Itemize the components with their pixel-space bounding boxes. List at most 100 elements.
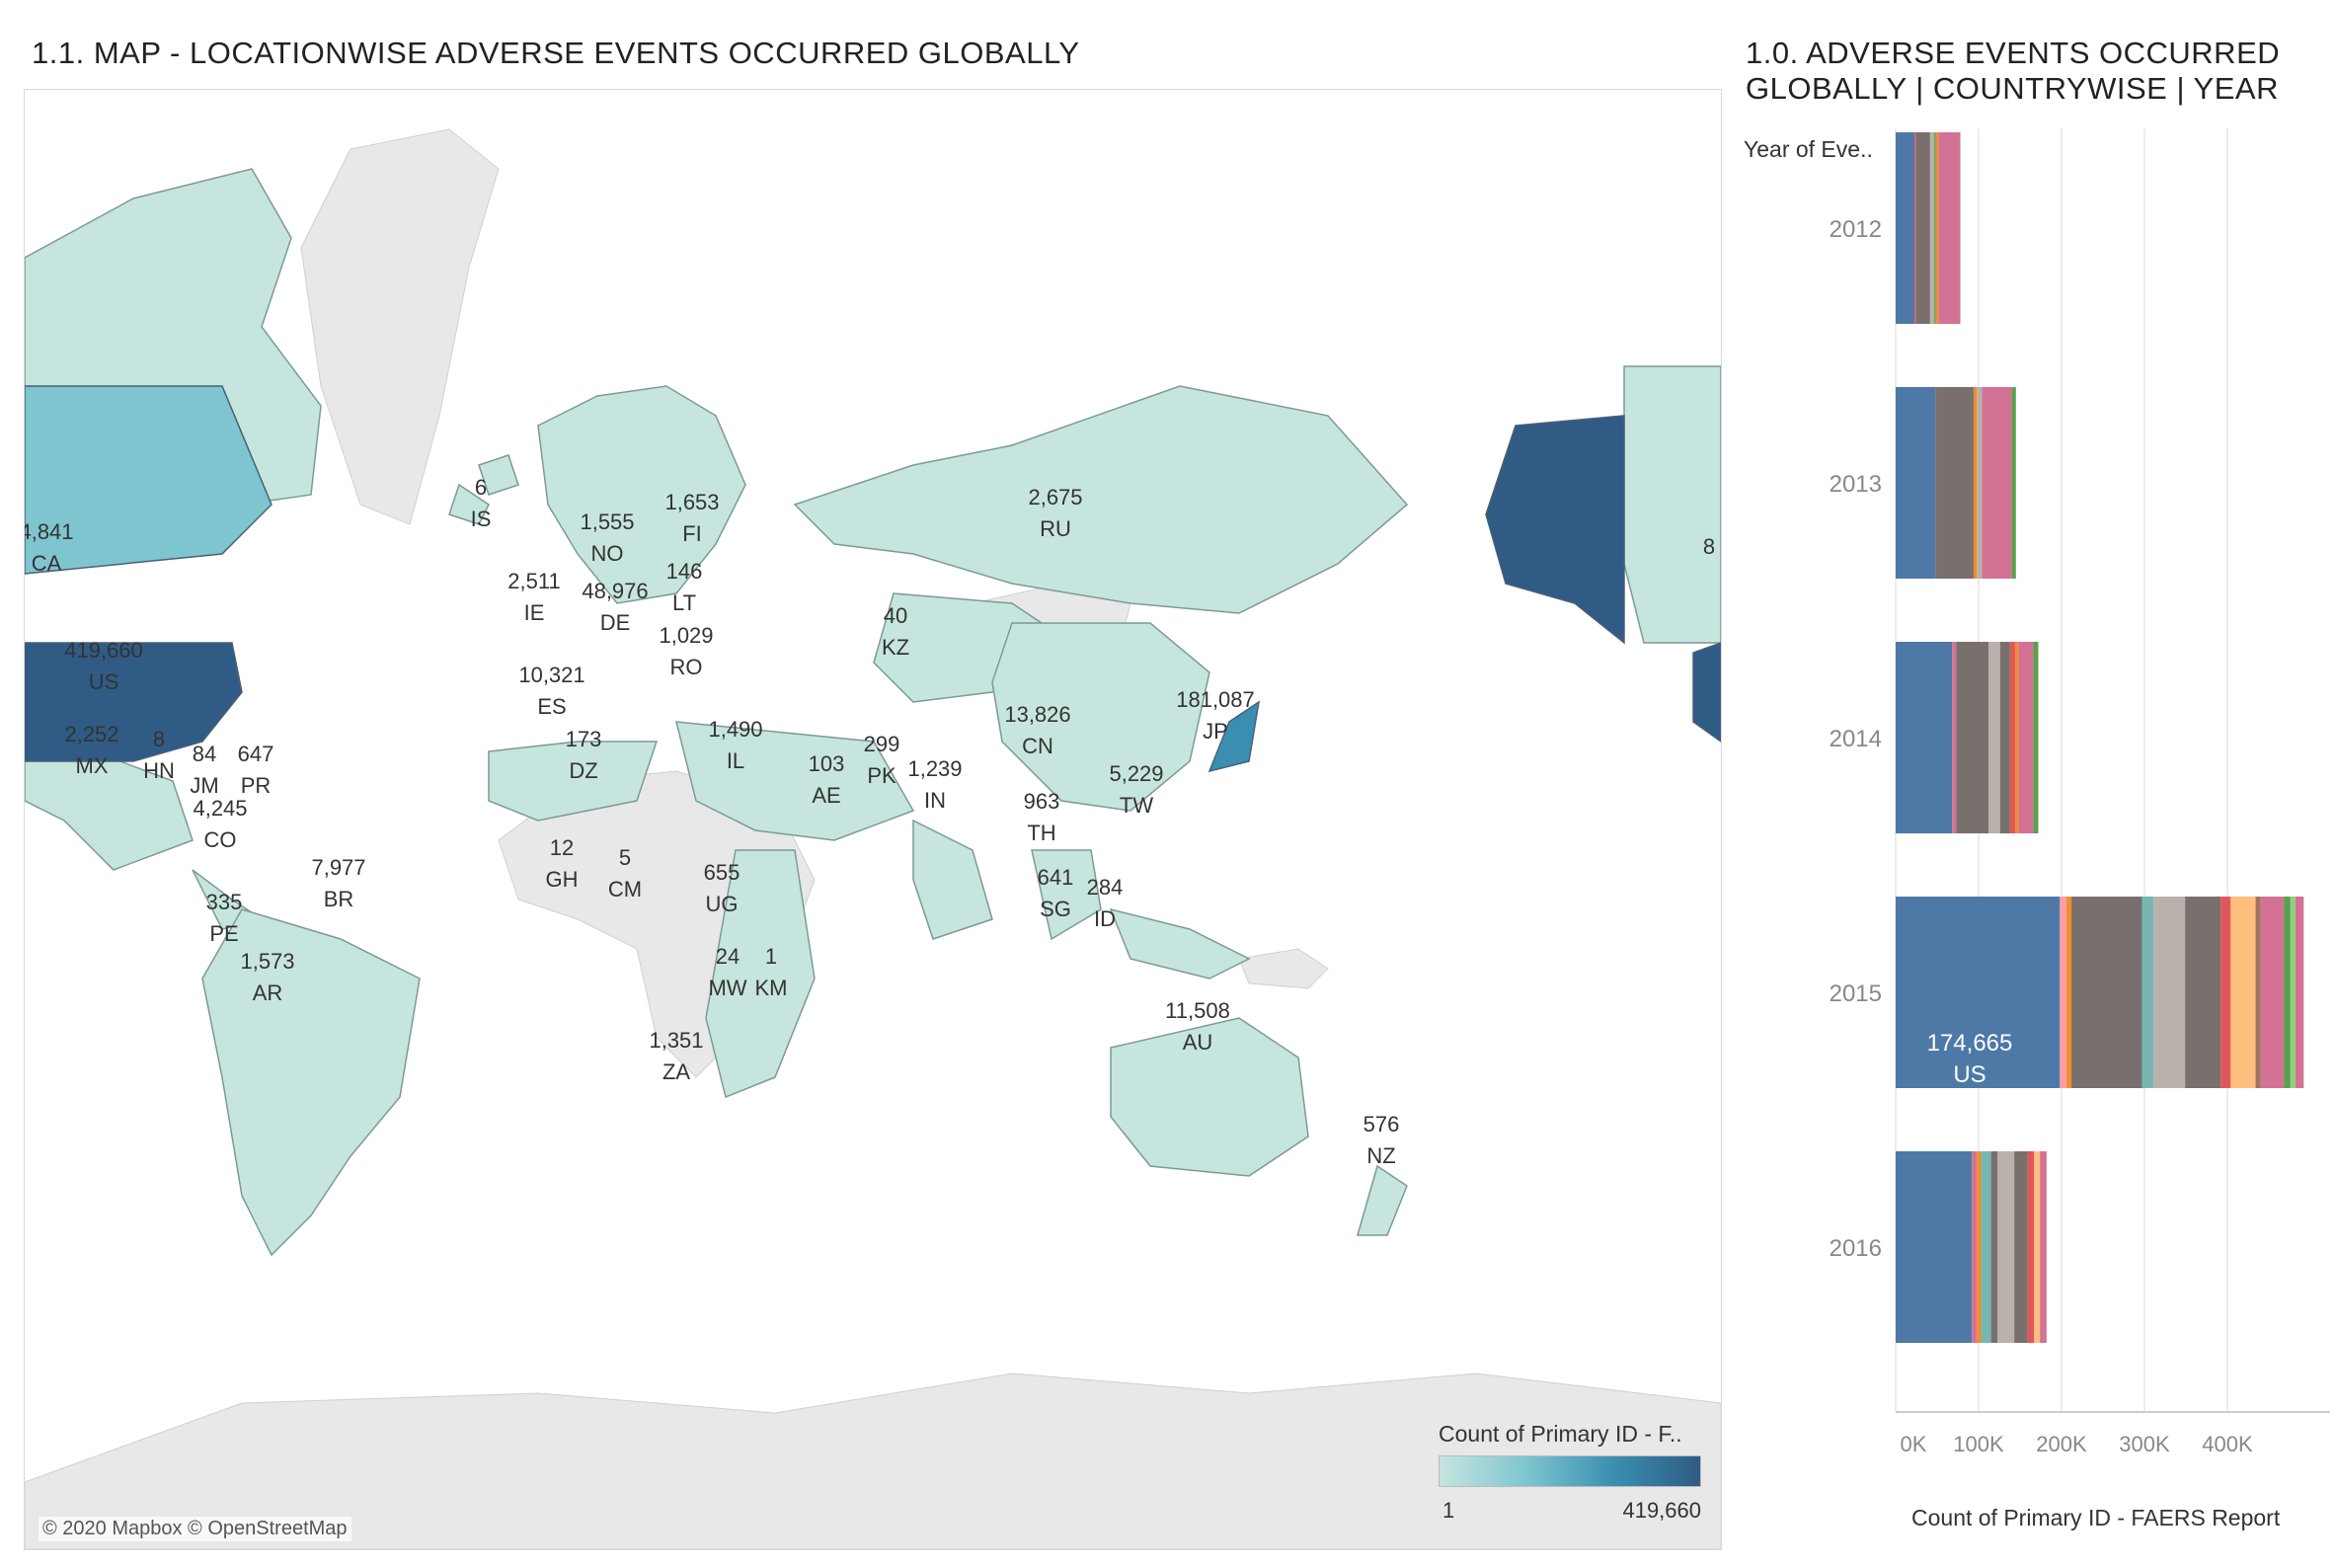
map-label-PR: 647 PR — [238, 742, 274, 798]
map-label-value: 1,573 — [240, 949, 294, 974]
bar-segment[interactable] — [1929, 132, 1935, 324]
map-label-code: IS — [471, 507, 492, 531]
bar-segment[interactable] — [1981, 1151, 1991, 1343]
map-label-code: ES — [537, 694, 566, 719]
bar-segment[interactable] — [2260, 897, 2285, 1088]
bar-segment[interactable] — [2009, 642, 2015, 833]
map-label-AU: 11,508 AU — [1165, 998, 1230, 1055]
map-label-value: 647 — [238, 742, 274, 766]
legend-title: Count of Primary ID - F.. — [1439, 1421, 1682, 1447]
bar-2013[interactable] — [1896, 387, 2016, 579]
chart-title-line2: GLOBALLY | COUNTRYWISE | YEAR — [1746, 71, 2279, 106]
map-label-code: JM — [190, 773, 218, 798]
bar-segment[interactable] — [2014, 642, 2019, 833]
bar-segment[interactable] — [1977, 387, 1983, 579]
bar-segment[interactable] — [1935, 132, 1939, 324]
bar-segment[interactable] — [2066, 897, 2072, 1088]
bar-segment[interactable] — [2220, 897, 2231, 1088]
bar-segment[interactable] — [2014, 1151, 2028, 1343]
map-label-GH: 12 GH — [546, 835, 579, 892]
bar-segment[interactable] — [1896, 132, 1915, 324]
bar-segment[interactable] — [2153, 897, 2186, 1088]
map-label-code: HN — [143, 758, 175, 783]
map-canvas[interactable]: 4,841 CA 419,660 US 2,252 MX 8 HN 84 JM 647 PR4,245… — [25, 90, 1721, 1549]
bar-2014[interactable] — [1896, 642, 2039, 833]
bar-segment[interactable] — [2290, 897, 2296, 1088]
bar-segment[interactable] — [2284, 897, 2291, 1088]
bar-segment[interactable] — [2071, 897, 2142, 1088]
bar-segment[interactable] — [1914, 132, 1916, 324]
bar-segment[interactable] — [1935, 387, 1974, 579]
bar-segment[interactable] — [1956, 642, 1989, 833]
map-label-value: 284 — [1087, 875, 1124, 900]
map-label-code: IE — [524, 600, 545, 625]
y-tick-2013: 2013 — [1830, 471, 1882, 498]
bar-segment[interactable] — [1988, 642, 2000, 833]
map-label-JP: 181,087 JP — [1176, 687, 1255, 744]
map-label-value: 5 — [619, 845, 631, 870]
map-label-AR: 1,573 AR — [240, 949, 294, 1005]
bar-segment[interactable] — [1934, 132, 1936, 324]
bar-segment[interactable] — [2295, 897, 2304, 1088]
map-label-ID: 284 ID — [1087, 875, 1124, 931]
bar-segment[interactable] — [2185, 897, 2221, 1088]
map-label-value: 8 — [153, 727, 165, 751]
map-label-CA: 4,841 CA — [25, 519, 74, 576]
map-label-value: 8 — [1703, 534, 1715, 559]
bar-segment[interactable] — [1938, 132, 1961, 324]
map-label-HN: 8 HN — [143, 727, 175, 783]
bar-2012[interactable] — [1896, 132, 1961, 324]
bar-segment[interactable] — [2027, 1151, 2035, 1343]
bar-segment[interactable] — [1972, 1151, 1978, 1343]
bar-segment[interactable] — [2034, 1151, 2041, 1343]
bar-segment[interactable] — [2230, 897, 2256, 1088]
map-label-IL: 1,490 IL — [708, 717, 762, 773]
bar-segment[interactable] — [2060, 897, 2067, 1088]
world-map[interactable]: 4,841 CA 419,660 US 2,252 MX 8 HN 84 JM 647 PR4,245… — [24, 89, 1722, 1550]
bar-segment[interactable] — [1982, 387, 2012, 579]
x-tick-0K: 0K — [1901, 1432, 1927, 1456]
bar-segment[interactable] — [1990, 1151, 1998, 1343]
map-label-LT: 146 LT — [666, 559, 703, 615]
bar-segment[interactable] — [1896, 387, 1936, 579]
map-label-code: IL — [727, 748, 744, 773]
bar-label-value: 174,665 — [1927, 1030, 2013, 1057]
bar-segment[interactable] — [1977, 1151, 1982, 1343]
bar-segment[interactable] — [1997, 1151, 2015, 1343]
map-attribution[interactable]: © 2020 Mapbox © OpenStreetMap — [39, 1517, 351, 1541]
map-label-code: CO — [204, 827, 237, 852]
bar-segment[interactable] — [1896, 897, 2061, 1088]
map-label-DE: 48,976 DE — [582, 579, 648, 635]
land-high — [25, 385, 1721, 773]
bar-segment[interactable] — [2033, 642, 2039, 833]
map-label-value: 963 — [1024, 789, 1060, 814]
bar-segment[interactable] — [2141, 897, 2154, 1088]
map-label-value: 641 — [1038, 865, 1074, 890]
stacked-bar-chart: 2012 2013 2014 2015 2016 0K 100K 200K 300K 400K … — [1738, 128, 2336, 1568]
map-label-CN: 13,826 CN — [1004, 702, 1070, 758]
map-label-code: GH — [546, 867, 579, 892]
map-label-MW: 24 MW — [708, 944, 746, 1000]
map-label-value: 335 — [206, 890, 243, 914]
map-label-IN: 1,239 IN — [907, 756, 962, 813]
map-label-NZ: 576 NZ — [1363, 1112, 1400, 1168]
bar-segment[interactable] — [2011, 387, 2016, 579]
bar-segment[interactable] — [2018, 642, 2034, 833]
map-label-code: KZ — [882, 635, 909, 660]
bar-segment[interactable] — [1973, 387, 1978, 579]
map-label-code: CN — [1022, 734, 1053, 758]
x-tick-100K: 100K — [1953, 1432, 2004, 1456]
bar-segment[interactable] — [1915, 132, 1930, 324]
bar-segment[interactable] — [2255, 897, 2261, 1088]
legend-color-ramp — [1439, 1455, 1701, 1487]
bar-segment[interactable] — [1952, 642, 1957, 833]
bar-segment[interactable] — [2040, 1151, 2047, 1343]
bar-2015[interactable] — [1896, 897, 2304, 1088]
bar-segment[interactable] — [1896, 642, 1953, 833]
bar-segment[interactable] — [1999, 642, 2010, 833]
map-label-value: 1,490 — [708, 717, 762, 742]
map-label-ZA: 1,351 ZA — [649, 1028, 703, 1084]
bar-2016[interactable] — [1896, 1151, 2047, 1343]
bar-segment[interactable] — [1896, 1151, 1973, 1343]
